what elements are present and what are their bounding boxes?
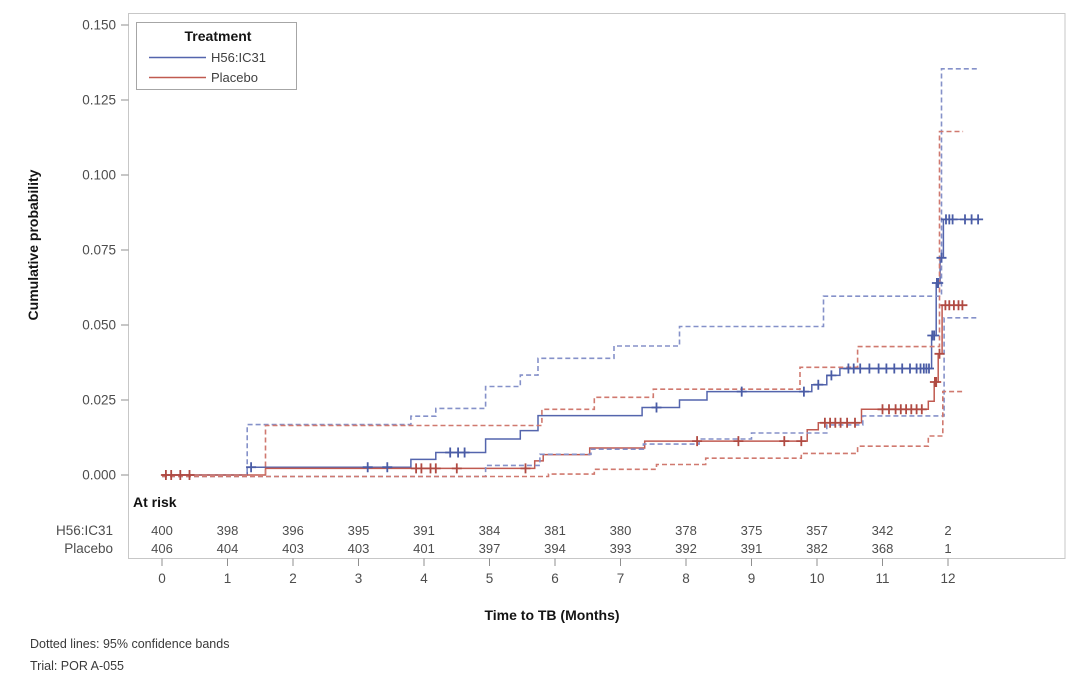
at-risk-count: 397 <box>479 541 501 556</box>
at-risk-count: 375 <box>741 523 763 538</box>
series-path-h56-solid <box>162 218 979 476</box>
at-risk-count: 404 <box>217 541 239 556</box>
x-tick-label: 0 <box>158 571 166 586</box>
legend-box <box>136 22 297 90</box>
legend-label-placebo: Placebo <box>211 70 258 85</box>
at-risk-count: 396 <box>282 523 304 538</box>
series-path-placebo-lower-ci <box>162 390 964 478</box>
at-risk-count: 357 <box>806 523 828 538</box>
y-tick-label: 0.125 <box>82 93 116 108</box>
x-axis-ticks: 0 1 2 3 4 5 6 7 8 9 10 11 12 <box>158 558 956 586</box>
at-risk-count: 401 <box>413 541 435 556</box>
at-risk-count: 381 <box>544 523 566 538</box>
x-tick-label: 10 <box>809 571 824 586</box>
x-axis-title: Time to TB (Months) <box>484 607 619 623</box>
at-risk-count: 395 <box>348 523 370 538</box>
x-tick-label: 2 <box>289 571 297 586</box>
at-risk-count: 394 <box>544 541 566 556</box>
x-tick-label: 9 <box>748 571 756 586</box>
footnote-trial: Trial: POR A-055 <box>30 659 124 673</box>
legend-label-h56: H56:IC31 <box>211 50 266 65</box>
at-risk-count: 368 <box>872 541 894 556</box>
y-tick-label: 0.100 <box>82 168 116 183</box>
at-risk-row-label-h56: H56:IC31 <box>56 523 113 538</box>
x-tick-label: 5 <box>486 571 494 586</box>
x-tick-label: 8 <box>682 571 690 586</box>
y-tick-label: 0.025 <box>82 393 116 408</box>
series-path-h56-upper-ci <box>162 68 977 476</box>
y-tick-label: 0.000 <box>82 468 116 483</box>
at-risk-numbers: 400 398 396 395 391 384 381 380 378 375 357 342 2 406… <box>151 523 951 556</box>
series-path-placebo-upper-ci <box>162 130 964 476</box>
at-risk-count: 391 <box>413 523 435 538</box>
at-risk-count: 393 <box>610 541 632 556</box>
y-tick-label: 0.050 <box>82 318 116 333</box>
censor-marks <box>160 214 984 480</box>
at-risk-row-label-placebo: Placebo <box>64 541 113 556</box>
x-tick-label: 3 <box>355 571 363 586</box>
y-tick-label: 0.150 <box>82 18 116 33</box>
x-tick-label: 4 <box>420 571 428 586</box>
at-risk-count: 391 <box>741 541 763 556</box>
x-tick-label: 6 <box>551 571 559 586</box>
plot-frame <box>128 13 1066 559</box>
at-risk-count: 398 <box>217 523 239 538</box>
at-risk-count: 400 <box>151 523 173 538</box>
y-tick-label: 0.075 <box>82 243 116 258</box>
series-lines <box>162 68 979 478</box>
y-axis-ticks: 0.000 0.025 0.050 0.075 0.100 0.125 0.150 <box>82 18 129 483</box>
series-path-placebo-solid <box>162 304 964 476</box>
at-risk-header: At risk <box>133 494 177 510</box>
x-tick-label: 1 <box>224 571 232 586</box>
censor-marks-h56-ic31 <box>246 214 984 473</box>
at-risk-count: 406 <box>151 541 173 556</box>
at-risk-count: 378 <box>675 523 697 538</box>
at-risk-count: 384 <box>479 523 501 538</box>
y-axis-title: Cumulative probability <box>25 169 41 320</box>
legend: Treatment H56:IC31 Placebo <box>136 22 297 90</box>
at-risk-count: 382 <box>806 541 828 556</box>
censor-marks-placebo <box>160 300 968 480</box>
at-risk-count: 380 <box>610 523 632 538</box>
at-risk-count: 403 <box>282 541 304 556</box>
x-tick-label: 7 <box>617 571 625 586</box>
at-risk-count: 342 <box>872 523 894 538</box>
at-risk-count: 2 <box>944 523 951 538</box>
legend-title: Treatment <box>185 28 252 44</box>
x-tick-label: 11 <box>875 571 889 586</box>
at-risk-count: 392 <box>675 541 697 556</box>
x-tick-label: 12 <box>940 571 955 586</box>
at-risk-count: 403 <box>348 541 370 556</box>
at-risk-count: 1 <box>944 541 951 556</box>
footnote-confidence-bands: Dotted lines: 95% confidence bands <box>30 637 229 651</box>
